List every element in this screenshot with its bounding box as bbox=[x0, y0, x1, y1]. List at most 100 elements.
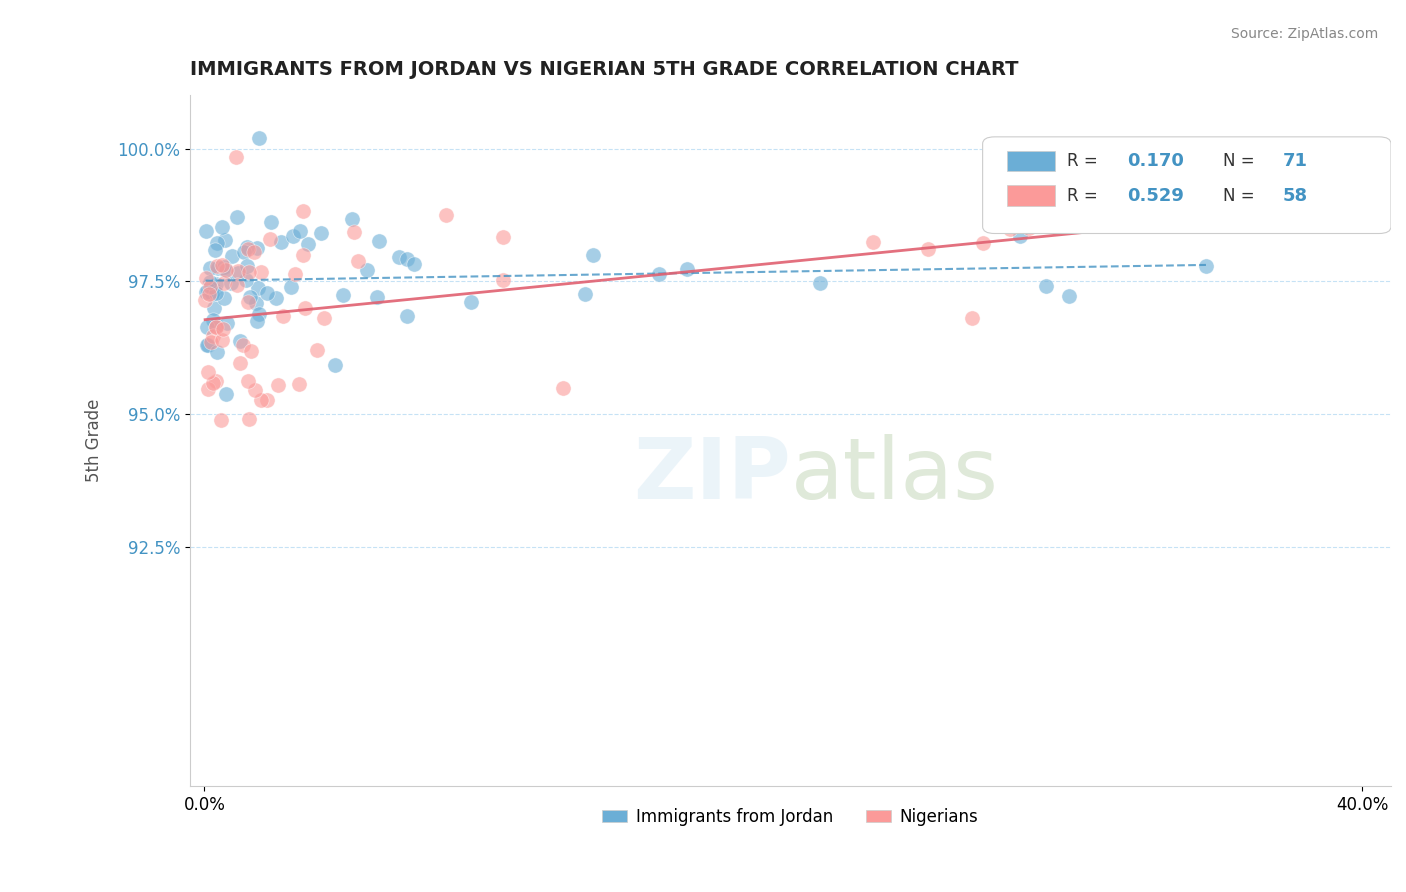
Point bbox=[219, 277, 242, 291]
Point bbox=[297, 237, 319, 252]
Point bbox=[195, 271, 218, 285]
Point bbox=[195, 319, 218, 334]
Point bbox=[247, 131, 270, 145]
Point bbox=[356, 262, 378, 277]
Point bbox=[233, 245, 256, 260]
Point bbox=[202, 313, 225, 327]
Point bbox=[240, 343, 263, 358]
Point bbox=[214, 260, 236, 274]
Point bbox=[236, 242, 259, 256]
Text: R =: R = bbox=[1067, 186, 1098, 204]
Point bbox=[288, 224, 311, 238]
Point bbox=[236, 259, 259, 273]
Point bbox=[323, 358, 346, 372]
Text: 0.170: 0.170 bbox=[1126, 152, 1184, 170]
Point bbox=[202, 376, 225, 390]
FancyBboxPatch shape bbox=[1007, 151, 1054, 171]
Point bbox=[1008, 229, 1031, 244]
Point bbox=[388, 250, 411, 264]
Point bbox=[492, 229, 515, 244]
Point bbox=[292, 203, 315, 218]
Point bbox=[1197, 194, 1219, 209]
Point bbox=[214, 262, 236, 277]
Point bbox=[1018, 220, 1040, 235]
Point bbox=[238, 411, 260, 425]
Point bbox=[212, 322, 235, 336]
Point bbox=[998, 222, 1021, 236]
Point bbox=[226, 278, 249, 293]
Point bbox=[271, 309, 294, 323]
Point bbox=[249, 265, 271, 279]
Legend: Immigrants from Jordan, Nigerians: Immigrants from Jordan, Nigerians bbox=[596, 801, 986, 832]
Point bbox=[1195, 259, 1218, 273]
Point bbox=[492, 273, 515, 287]
Point bbox=[808, 276, 831, 290]
Point bbox=[205, 345, 228, 359]
Point bbox=[214, 233, 236, 247]
Point bbox=[197, 286, 219, 301]
Point bbox=[246, 241, 269, 255]
Point bbox=[226, 263, 249, 277]
Point bbox=[235, 273, 257, 287]
Point bbox=[202, 283, 225, 297]
Point bbox=[204, 320, 226, 334]
Point bbox=[200, 260, 222, 275]
Text: N =: N = bbox=[1223, 186, 1254, 204]
Point bbox=[284, 267, 307, 281]
Point bbox=[245, 296, 267, 310]
Point bbox=[194, 224, 217, 238]
Point bbox=[270, 235, 292, 249]
Point bbox=[211, 333, 233, 347]
Point bbox=[283, 228, 305, 243]
Point bbox=[648, 267, 671, 281]
Point bbox=[232, 338, 254, 352]
Point bbox=[347, 254, 370, 268]
Y-axis label: 5th Grade: 5th Grade bbox=[86, 399, 103, 483]
Point bbox=[211, 219, 233, 234]
Point bbox=[242, 244, 264, 259]
Point bbox=[198, 279, 221, 293]
Point bbox=[197, 382, 219, 396]
Point bbox=[260, 215, 283, 229]
Point bbox=[280, 280, 302, 294]
Point bbox=[460, 294, 482, 309]
Point bbox=[207, 260, 229, 274]
Point bbox=[214, 263, 236, 277]
Point bbox=[204, 243, 226, 257]
Point bbox=[332, 287, 354, 301]
Point bbox=[228, 356, 250, 370]
Text: 58: 58 bbox=[1282, 186, 1308, 204]
Point bbox=[292, 248, 315, 262]
Point bbox=[211, 258, 233, 272]
Point bbox=[582, 248, 605, 262]
Point bbox=[247, 307, 270, 321]
Point bbox=[194, 293, 217, 307]
Point bbox=[264, 291, 287, 305]
Point bbox=[207, 235, 229, 250]
Text: ZIP: ZIP bbox=[633, 434, 790, 516]
Point bbox=[236, 295, 259, 310]
Point bbox=[201, 287, 224, 301]
Point bbox=[205, 286, 228, 301]
Point bbox=[256, 285, 278, 300]
Point bbox=[267, 377, 290, 392]
Text: Source: ZipAtlas.com: Source: ZipAtlas.com bbox=[1230, 27, 1378, 41]
Point bbox=[294, 301, 316, 315]
Point bbox=[226, 266, 249, 280]
Text: 71: 71 bbox=[1282, 152, 1308, 170]
Point bbox=[215, 386, 238, 401]
Point bbox=[675, 262, 697, 277]
Point bbox=[236, 374, 259, 388]
Point bbox=[198, 275, 221, 289]
Point bbox=[217, 316, 239, 330]
Point bbox=[205, 320, 228, 334]
Point bbox=[246, 281, 269, 295]
Point bbox=[236, 240, 259, 254]
Point bbox=[238, 264, 260, 278]
Point bbox=[205, 277, 228, 292]
Point bbox=[340, 212, 363, 227]
Point bbox=[288, 377, 311, 392]
Point bbox=[259, 232, 281, 246]
Point bbox=[197, 283, 219, 297]
Point bbox=[225, 149, 247, 163]
